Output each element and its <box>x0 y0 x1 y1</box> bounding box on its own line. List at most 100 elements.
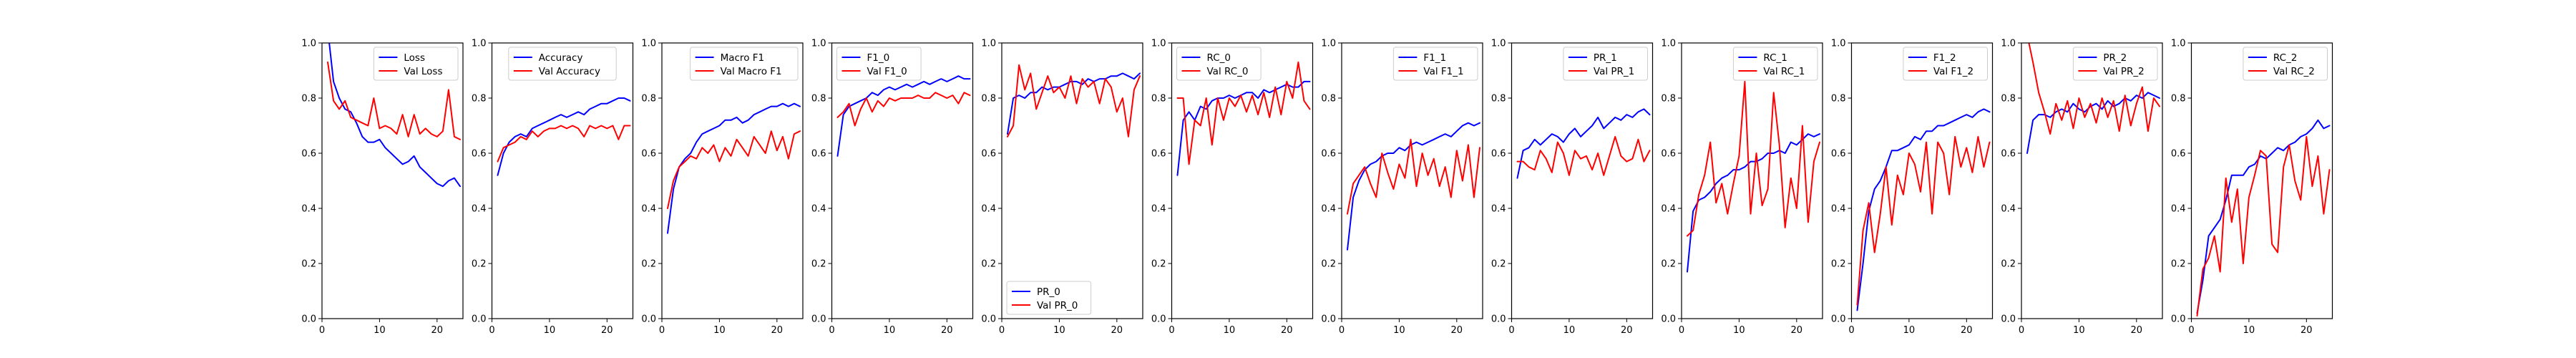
y-tick-label: 0.2 <box>811 259 826 270</box>
y-tick-label: 1.0 <box>1321 39 1336 49</box>
y-tick-label: 0.2 <box>1151 259 1166 270</box>
subplot-4: 0 10 20 0.0 0.2 0.4 0.6 0.8 1.0 PR_0 Val PR_0 <box>981 39 1143 336</box>
legend-box <box>1732 47 1818 81</box>
y-tick-label: 0.4 <box>641 204 656 215</box>
subplot-10: 0 10 20 0.0 0.2 0.4 0.6 0.8 1.0 PR_2 Val PR_2 <box>2001 39 2163 336</box>
x-tick-label: 10 <box>2073 325 2085 336</box>
subplot-11: 0 10 20 0.0 0.2 0.4 0.6 0.8 1.0 RC_2 Val RC_2 <box>2171 39 2333 336</box>
legend-box <box>1176 47 1262 81</box>
y-tick-label: 0.6 <box>472 149 487 160</box>
x-tick-label: 20 <box>2131 325 2143 336</box>
legend-label: Val Accuracy <box>539 66 600 77</box>
y-tick-label: 0.0 <box>1151 314 1166 325</box>
x-tick-label: 10 <box>1903 325 1916 336</box>
legend-label: PR_1 <box>1594 52 1617 64</box>
y-tick-label: 0.0 <box>2001 314 2016 325</box>
subplot-3: 0 10 20 0.0 0.2 0.4 0.6 0.8 1.0 F1_0 Val F1_0 <box>811 39 974 336</box>
x-tick-label: 20 <box>2301 325 2313 336</box>
legend: RC_1 Val RC_1 <box>1732 47 1818 81</box>
y-tick-label: 0.4 <box>301 204 316 215</box>
subplot-7: 0 10 20 0.0 0.2 0.4 0.6 0.8 1.0 PR_1 Val PR_1 <box>1491 39 1654 336</box>
legend-label: F1_2 <box>1933 52 1956 64</box>
y-tick-label: 0.6 <box>1321 149 1336 160</box>
y-tick-label: 0.6 <box>981 149 996 160</box>
legend-label: Accuracy <box>539 52 583 64</box>
y-tick-label: 0.6 <box>1491 149 1506 160</box>
legend-label: Val RC_0 <box>1207 66 1249 77</box>
y-tick-label: 0.8 <box>641 94 656 105</box>
series-line-0-1 <box>327 61 461 140</box>
y-tick-label: 0.2 <box>1491 259 1506 270</box>
axes-frame <box>2190 42 2333 319</box>
x-tick-label: 20 <box>1451 325 1463 336</box>
legend-box <box>1903 47 1988 81</box>
legend: Accuracy Val Accuracy <box>508 47 617 81</box>
x-tick-label: 0 <box>489 325 494 336</box>
legend-label: Val RC_2 <box>2273 66 2315 77</box>
x-tick-label: 0 <box>1169 325 1174 336</box>
series-line-3-0 <box>836 75 971 157</box>
series-line-9-0 <box>1856 108 1991 311</box>
y-tick-label: 0.4 <box>1831 204 1846 215</box>
y-tick-label: 0.8 <box>1491 94 1506 105</box>
series-line-8-0 <box>1687 133 1820 273</box>
x-tick-label: 10 <box>713 325 726 336</box>
x-tick-label: 0 <box>319 325 325 336</box>
legend-label: Val PR_0 <box>1037 300 1078 311</box>
legend-box <box>690 47 799 81</box>
series-line-4-0 <box>1007 72 1141 135</box>
subplot-0: 0 10 20 0.0 0.2 0.4 0.6 0.8 1.0 Loss Val Loss <box>301 39 464 336</box>
y-tick-label: 0.4 <box>1151 204 1166 215</box>
y-tick-label: 1.0 <box>641 39 656 49</box>
subplot-8: 0 10 20 0.0 0.2 0.4 0.6 0.8 1.0 RC_1 Val RC_1 <box>1661 39 1823 336</box>
y-tick-label: 0.4 <box>472 204 487 215</box>
legend-label: F1_0 <box>867 52 890 64</box>
x-tick-label: 0 <box>999 325 1005 336</box>
legend-label: Val RC_1 <box>1763 66 1805 77</box>
x-tick-label: 10 <box>1053 325 1065 336</box>
y-tick-label: 0.6 <box>1661 149 1676 160</box>
legend-label: Macro F1 <box>721 52 765 64</box>
x-tick-label: 0 <box>2188 325 2194 336</box>
x-tick-label: 20 <box>431 325 444 336</box>
legend-label: RC_0 <box>1207 52 1231 64</box>
legend-box <box>836 47 922 81</box>
axes-frame <box>831 42 974 319</box>
axes-frame <box>661 42 804 319</box>
legend-label: PR_2 <box>2103 52 2127 64</box>
x-tick-label: 20 <box>941 325 953 336</box>
y-tick-label: 0.6 <box>811 149 826 160</box>
subplot-5: 0 10 20 0.0 0.2 0.4 0.6 0.8 1.0 RC_0 Val RC_0 <box>1151 39 1314 336</box>
y-tick-label: 0.0 <box>301 314 316 325</box>
x-tick-label: 10 <box>1563 325 1576 336</box>
series-line-11-1 <box>2196 135 2331 317</box>
legend-label: Loss <box>404 52 425 64</box>
series-line-7-1 <box>1516 135 1651 176</box>
legend-label: Val F1_2 <box>1933 66 1974 77</box>
series-line-6-1 <box>1347 138 1480 215</box>
series-line-6-0 <box>1347 122 1480 251</box>
y-tick-label: 1.0 <box>811 39 826 49</box>
axes-frame <box>1171 42 1314 319</box>
x-tick-label: 20 <box>1961 325 1973 336</box>
axes-frame <box>491 42 634 319</box>
y-tick-label: 0.4 <box>1321 204 1336 215</box>
legend-label: Val Macro F1 <box>721 66 782 77</box>
series-line-5-1 <box>1176 61 1311 165</box>
x-tick-label: 20 <box>601 325 613 336</box>
y-tick-label: 0.2 <box>1661 259 1676 270</box>
legend-label: F1_1 <box>1423 52 1446 64</box>
x-tick-label: 20 <box>1281 325 1293 336</box>
y-tick-label: 0.4 <box>2171 204 2186 215</box>
series-line-1-0 <box>497 97 631 176</box>
x-tick-label: 0 <box>1339 325 1345 336</box>
legend-label: RC_1 <box>1763 52 1787 64</box>
y-tick-label: 0.6 <box>1151 149 1166 160</box>
y-tick-label: 0.8 <box>1831 94 1846 105</box>
y-tick-label: 1.0 <box>1491 39 1506 49</box>
series-line-5-0 <box>1176 80 1311 176</box>
y-tick-label: 0.6 <box>2001 149 2016 160</box>
y-tick-label: 0.2 <box>472 259 487 270</box>
y-tick-label: 0.8 <box>472 94 487 105</box>
